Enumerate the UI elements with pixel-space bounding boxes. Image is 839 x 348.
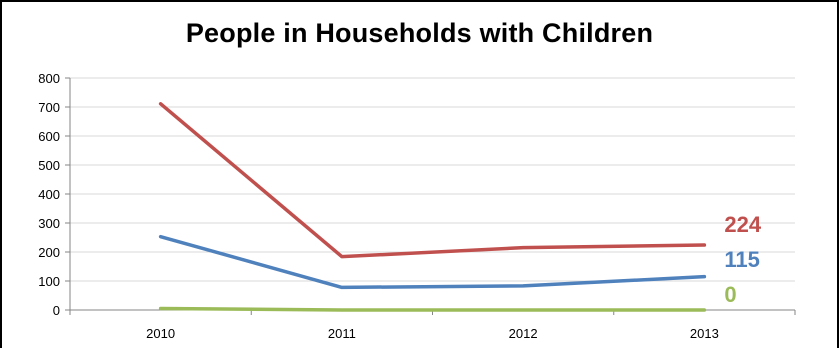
y-tick-label: 700 [38,100,60,115]
y-tick-label: 200 [38,245,60,260]
series-end-label-0: 224 [724,212,761,237]
series-line-1 [158,234,707,290]
chart-title: People in Households with Children [185,18,654,48]
y-tick-label: 300 [38,216,60,231]
y-tick-label: 500 [38,158,60,173]
x-tick-label: 2012 [509,326,538,341]
x-tick-label: 2013 [690,326,719,341]
series-end-label-1: 115 [724,247,760,272]
series-line-2 [158,306,707,312]
y-tick-label: 600 [38,129,60,144]
y-tick-label: 800 [38,71,60,86]
series-line-0 [158,102,707,259]
x-tick-label: 2011 [328,326,356,341]
y-tick-label: 400 [38,187,60,202]
series-end-label-2: 0 [724,282,736,307]
x-tick-label: 2010 [146,326,175,341]
y-tick-label: 100 [38,274,60,289]
y-tick-label: 0 [53,303,60,318]
